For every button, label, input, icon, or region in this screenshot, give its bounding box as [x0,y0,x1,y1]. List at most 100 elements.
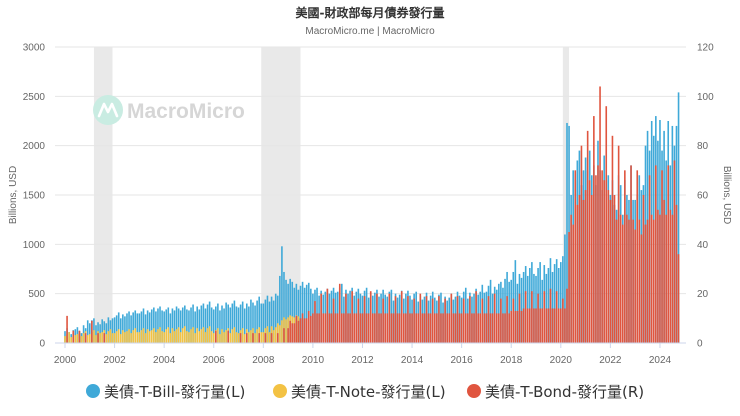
bar-t-note-2003-11 [159,327,161,343]
bar-t-bond-2011-01 [336,313,339,343]
legend-marker [467,384,481,398]
bar-t-note-2004-09 [179,332,182,343]
bar-t-bond-2024-07 [671,214,674,343]
bar-t-bill-2009-03 [291,281,294,343]
bar-t-bond-2014-08 [425,296,428,343]
bar-t-bond-2011-02 [338,283,341,343]
bar-t-bond-2006-08 [227,330,229,343]
bar-t-bond-2017-03 [489,313,492,343]
bar-t-bill-2003-09 [155,311,157,343]
bar-t-bill-2006-04 [219,310,221,343]
bar-t-note-2003-09 [155,332,157,343]
bar-t-bond-2015-05 [444,298,446,343]
bar-t-bill-2007-11 [258,296,260,343]
bar-t-bill-2006-01 [212,309,215,343]
bar-t-bond-2019-09 [551,308,554,343]
bar-t-note-2003-12 [161,331,163,343]
bar-t-note-2005-10 [206,328,209,343]
bar-t-note-2003-01 [138,332,141,343]
bar-t-bond-2016-07 [473,313,475,343]
bar-t-note-2000-09 [80,336,83,343]
bar-t-bond-2009-12 [310,315,312,343]
bar-t-bond-2011-06 [347,313,349,343]
y-left-tick-label: 1500 [23,191,46,202]
bar-t-bond-2012-12 [384,313,386,343]
bar-t-note-2002-08 [128,329,130,343]
bar-t-bill-2008-06 [272,300,275,343]
y-axis-right: 0 20 40 60 80 100 120 [697,43,714,350]
bar-t-bond-2013-12 [409,313,411,343]
legend-item-t-bill[interactable]: 美債-T-Bill-發行量(L) [86,383,245,401]
bar-t-note-2008-03 [266,326,269,343]
bar-t-bond-2016-10 [479,313,482,343]
bar-t-bond-2012-06 [372,313,374,343]
bar-t-bond-2022-04 [615,219,618,343]
bar-t-note-2000-12 [86,335,89,343]
bar-t-note-2005-03 [192,327,194,343]
bar-t-bill-2002-08 [128,311,130,343]
bar-t-bond-2012-02 [363,296,366,343]
bar-t-bond-2016-05 [469,296,471,343]
bar-t-bond-2009-05 [295,315,298,343]
bar-t-bill-2004-01 [163,311,165,343]
bar-t-bill-2002-05 [122,314,124,343]
bar-t-bill-2002-03 [117,312,120,343]
bar-t-bond-2010-05 [320,293,322,343]
bar-t-bond-2009-10 [305,318,308,343]
bar-t-bond-2022-01 [609,199,612,343]
legend-item-t-note[interactable]: 美債-T-Note-發行量(L) [273,383,446,401]
bar-t-note-2007-10 [256,329,258,343]
macromicro-logo-icon [93,95,123,125]
bar-t-note-2008-06 [272,330,275,343]
x-tick-label: 2012 [351,355,374,366]
bar-t-bond-2011-07 [349,313,351,343]
bar-t-bond-2022-10 [628,219,630,343]
bar-t-note-2007-04 [243,334,246,343]
bar-t-bill-2006-02 [215,306,217,343]
bar-t-bond-2015-08 [450,293,453,343]
bar-t-bond-2016-04 [467,313,469,343]
y-axis-left: 0 500 1000 1500 2000 2500 3000 [23,43,46,350]
bar-t-note-2002-01 [113,333,116,343]
bar-t-bond-2019-12 [557,308,560,343]
bar-t-note-2003-02 [140,330,143,343]
y-right-tick-label: 0 [697,339,703,350]
x-tick-label: 2004 [153,355,176,366]
bar-t-bill-2009-04 [293,287,296,343]
bar-t-bill-2005-05 [196,306,199,343]
bar-t-note-2006-06 [223,332,225,343]
bar-t-bill-2005-08 [202,303,205,343]
bar-t-note-2006-11 [233,327,236,343]
bar-t-bond-2015-02 [438,296,440,343]
bar-t-bond-2015-04 [442,313,444,343]
bar-t-bond-2010-07 [324,313,327,343]
bar-t-bond-2017-10 [504,313,506,343]
x-tick-label: 2000 [54,355,77,366]
bar-t-bill-2002-11 [134,310,137,343]
bar-t-note-2002-02 [115,331,118,343]
bar-t-bond-2021-07 [597,165,599,343]
bar-t-bill-2009-01 [287,283,289,343]
bar-t-note-2007-06 [248,332,250,343]
bar-t-note-2003-08 [153,328,155,343]
bar-t-note-2003-07 [150,330,153,343]
bar-t-bond-2021-01 [584,190,587,343]
bar-t-bill-2003-06 [148,312,151,343]
y-left-tick-label: 2500 [23,92,46,103]
y-axis-left-title: Billions, USD [8,166,19,224]
bar-t-bill-2002-09 [130,315,132,343]
bar-t-bond-2011-12 [359,313,362,343]
y-left-tick-label: 2000 [23,141,46,152]
bar-t-bill-2020-01 [560,262,562,343]
bar-t-note-2005-08 [202,327,205,343]
bar-t-bond-2023-05 [642,195,645,343]
legend-item-t-bond[interactable]: 美債-T-Bond-發行量(R) [467,383,644,401]
bar-t-bill-2005-06 [198,309,201,343]
bar-t-bill-2005-04 [194,311,196,343]
bar-t-bond-2007-11 [258,333,260,343]
bar-t-bill-2009-07 [299,285,302,343]
bar-t-bond-2024-03 [663,199,665,343]
bar-t-bond-2013-03 [390,313,393,343]
bar-t-note-2004-04 [169,333,172,343]
bar-t-bill-2008-05 [270,296,273,343]
